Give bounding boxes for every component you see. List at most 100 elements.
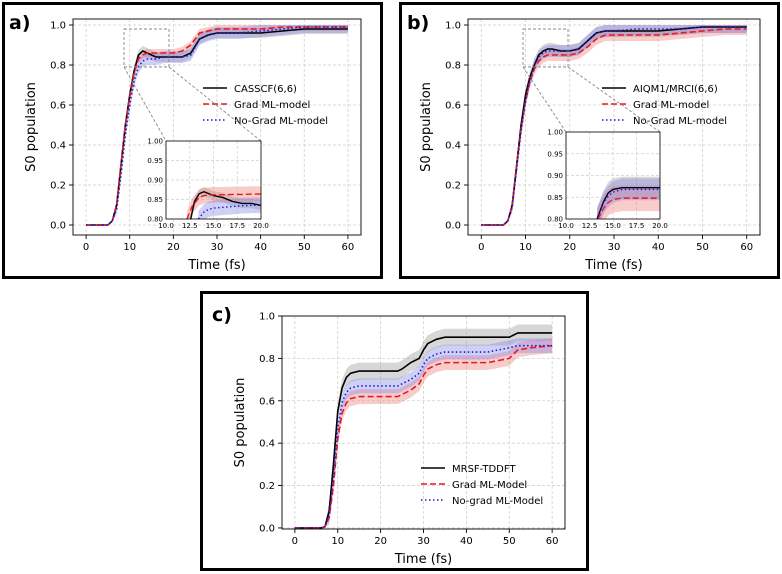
legend-label-0: MRSF-TDDFT <box>452 464 516 475</box>
zoom-region-box <box>123 28 170 68</box>
y-tick-label: 0.6 <box>50 101 66 112</box>
plot-area: 0 10 20 30 40 50 60 0.0 0.2 0.4 0.6 0.8 1.0 Time (fs)… <box>233 312 566 567</box>
inset-x-tick-label: 15.0 <box>206 222 222 230</box>
inset-line-0 <box>190 190 261 219</box>
legend-label-0: CASSCF(6,6) <box>234 84 297 95</box>
x-tick-label: 30 <box>608 242 621 253</box>
y-axis-label: S0 population <box>419 82 434 172</box>
series-line-0 <box>294 332 553 529</box>
inset-band-1 <box>597 185 660 219</box>
x-tick-label: 0 <box>292 536 298 547</box>
legend-label-2: No-grad ML-Model <box>452 496 543 507</box>
chart-panel-b: 0 10 20 30 40 50 60 0.0 0.2 0.4 0.6 0.8 1.0 Time (fs)… <box>407 12 761 273</box>
y-tick-label: 0.4 <box>50 141 66 152</box>
y-tick-label: 0.6 <box>445 101 461 112</box>
y-tick-label: 1.0 <box>445 21 461 32</box>
x-axis-label: Time (fs) <box>394 552 452 567</box>
inset-y-tick-label: 1.00 <box>147 138 163 146</box>
inset-line-1 <box>597 197 660 219</box>
inset-x-tick-label: 17.5 <box>629 222 645 230</box>
y-tick-label: 0.4 <box>445 141 461 152</box>
inset-x-tick-label: 10.0 <box>158 222 174 230</box>
x-tick-label: 50 <box>696 242 709 253</box>
legend-label-1: Grad ML-model <box>633 100 709 111</box>
inset-y-tick-label: 0.85 <box>147 196 163 204</box>
legend-label-2: No-Grad ML-model <box>633 116 727 127</box>
inset-line-0 <box>596 186 660 219</box>
legend-label-2: No-Grad ML-model <box>234 116 328 127</box>
y-tick-label: 1.0 <box>259 312 275 323</box>
x-tick-label: 50 <box>503 536 516 547</box>
series-line-1 <box>294 344 553 529</box>
inset-frame <box>565 131 661 220</box>
legend: MRSF-TDDFT Grad ML-Model No-grad ML-Model <box>421 464 543 507</box>
panel-label: b) <box>407 12 429 34</box>
inset-y-tick-label: 0.80 <box>547 216 563 224</box>
y-tick-label: 0.0 <box>50 221 66 232</box>
plot-area: 0 10 20 30 40 50 60 0.0 0.2 0.4 0.6 0.8 1.0 Time (fs)… <box>24 18 362 273</box>
x-tick-label: 40 <box>254 242 267 253</box>
inset-y-tick-label: 1.00 <box>547 129 563 137</box>
inset-x-tick-label: 15.0 <box>605 222 621 230</box>
panel-label: c) <box>212 304 232 326</box>
inset-line-1 <box>186 193 261 219</box>
y-tick-label: 0.0 <box>445 221 461 232</box>
legend-label-0: AIQM1/MRCI(6,6) <box>633 84 718 95</box>
inset-frame <box>165 140 262 220</box>
y-tick-label: 1.0 <box>50 21 66 32</box>
legend-label-1: Grad ML-Model <box>452 480 527 491</box>
x-axis-label: Time (fs) <box>584 258 642 273</box>
y-tick-label: 0.0 <box>259 523 275 534</box>
inset-y-tick-label: 0.80 <box>147 216 163 224</box>
y-tick-label: 0.8 <box>259 354 275 365</box>
inset-plot: 10.0 12.5 15.0 17.5 20.0 0.80 0.85 0.90 0.95 1.00 <box>547 129 667 231</box>
y-tick-label: 0.6 <box>259 396 275 407</box>
legend: AIQM1/MRCI(6,6) Grad ML-model No-Grad ML-m… <box>602 84 727 127</box>
inset-y-tick-label: 0.90 <box>547 172 563 180</box>
panel-a-frame: 0 10 20 30 40 50 60 0.0 0.2 0.4 0.6 0.8 1.0 Time (fs)… <box>2 2 383 279</box>
x-tick-label: 20 <box>374 536 387 547</box>
x-tick-label: 20 <box>563 242 576 253</box>
series-line-2 <box>294 344 553 529</box>
legend-label-1: Grad ML-model <box>234 100 310 111</box>
x-tick-label: 10 <box>519 242 532 253</box>
series-group <box>481 25 747 226</box>
legend: CASSCF(6,6) Grad ML-model No-Grad ML-model <box>203 84 328 127</box>
series-line-1 <box>86 26 348 226</box>
y-tick-label: 0.8 <box>50 61 66 72</box>
series-group <box>86 25 348 226</box>
inset-y-tick-label: 0.95 <box>547 150 563 158</box>
panel-label: a) <box>9 12 31 34</box>
series-band-0 <box>294 324 553 528</box>
x-tick-label: 40 <box>460 536 473 547</box>
zoom-connector <box>123 66 167 142</box>
series-band-2 <box>294 338 553 528</box>
x-tick-label: 10 <box>123 242 136 253</box>
series-line-2 <box>481 26 747 226</box>
x-tick-label: 60 <box>546 536 559 547</box>
inset-series-group <box>186 186 261 219</box>
inset-plot: 10.0 12.5 15.0 17.5 20.0 0.80 0.85 0.90 0.95 1.00 <box>147 138 268 231</box>
series-line-1 <box>481 28 747 226</box>
y-tick-label: 0.2 <box>259 481 275 492</box>
chart-panel-a: 0 10 20 30 40 50 60 0.0 0.2 0.4 0.6 0.8 1.0 Time (fs)… <box>9 12 362 273</box>
zoom-connector <box>522 66 567 133</box>
x-tick-label: 10 <box>331 536 344 547</box>
x-tick-label: 50 <box>298 242 311 253</box>
y-axis-label: S0 population <box>24 82 39 172</box>
inset-x-tick-label: 20.0 <box>253 222 269 230</box>
y-tick-label: 0.4 <box>259 439 275 450</box>
inset-x-tick-label: 12.5 <box>582 222 598 230</box>
x-tick-label: 40 <box>652 242 665 253</box>
x-tick-label: 60 <box>740 242 753 253</box>
y-axis-label: S0 population <box>233 378 248 468</box>
chart-panel-c: 0 10 20 30 40 50 60 0.0 0.2 0.4 0.6 0.8 1.0 Time (fs)… <box>212 304 566 567</box>
inset-band-0 <box>190 187 261 219</box>
series-line-2 <box>86 26 348 226</box>
inset-y-tick-label: 0.95 <box>147 157 163 165</box>
x-tick-label: 20 <box>167 242 180 253</box>
zoom-connector <box>567 66 661 133</box>
x-tick-label: 0 <box>83 242 89 253</box>
x-tick-label: 0 <box>478 242 484 253</box>
inset-x-tick-label: 12.5 <box>182 222 198 230</box>
